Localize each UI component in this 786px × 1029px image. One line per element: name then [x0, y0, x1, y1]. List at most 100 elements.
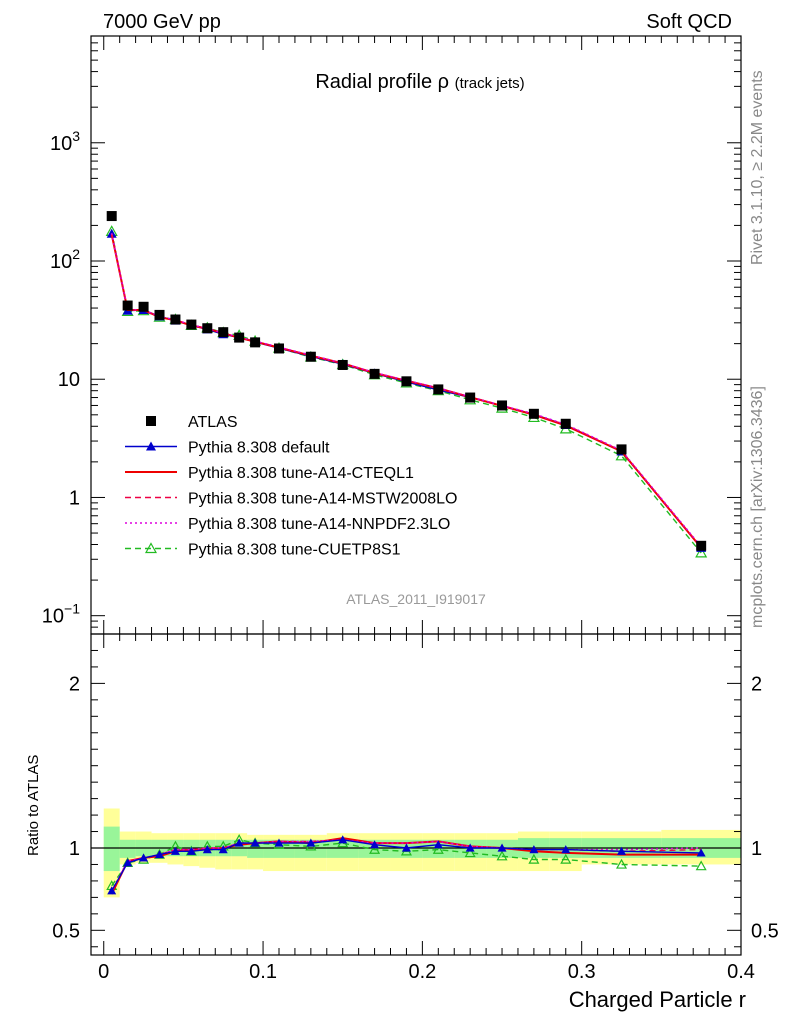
legend-label: Pythia 8.308 default — [188, 440, 330, 457]
data-point — [202, 323, 213, 334]
ratio-point — [464, 847, 476, 858]
ratio-point — [155, 850, 165, 859]
ratio-point — [433, 840, 443, 849]
main-title-text: Radial profile — [315, 71, 432, 93]
y-tick-label: 1 — [69, 487, 80, 509]
legend-label: Pythia 8.308 tune-CUETP8S1 — [188, 542, 401, 559]
legend-marker — [144, 542, 158, 554]
data-point — [186, 319, 197, 330]
rivet-label: Rivet 3.1.10, ≥ 2.2M events — [749, 70, 766, 265]
series-pythia-8-308-tune-a14-nnpdf2-3lo — [111, 233, 702, 547]
series-line — [111, 233, 702, 547]
ratio-point — [123, 858, 133, 867]
legend-item: Pythia 8.308 tune-A14-NNPDF2.3LO — [125, 516, 450, 533]
x-tick-label: 0.4 — [727, 961, 755, 983]
data-point — [170, 314, 181, 325]
band-inner — [422, 839, 455, 858]
ratio-point — [250, 838, 260, 847]
ratio-point — [274, 838, 284, 847]
ratio-y-tick-label: 2 — [69, 673, 80, 695]
ratio-point — [528, 853, 540, 864]
ratio-point — [369, 843, 381, 854]
ratio-point — [306, 838, 316, 847]
header-right: Soft QCD — [646, 11, 732, 33]
data-point — [696, 540, 707, 551]
ratio-frame — [90, 633, 742, 956]
band-inner — [103, 826, 120, 872]
legend-marker — [146, 416, 156, 426]
ratio-point — [529, 845, 539, 854]
ratio-point — [560, 853, 572, 864]
main-title-suffix: (track jets) — [455, 75, 525, 92]
ratio-point — [561, 845, 571, 854]
main-panel: 10−1 1 10 102 103 — [42, 35, 742, 635]
data-point — [337, 359, 348, 370]
legend-item: Pythia 8.308 tune-CUETP8S1 — [125, 542, 401, 559]
ratio-point — [496, 850, 508, 861]
ratio-point — [695, 860, 707, 871]
ratio-point — [370, 840, 380, 849]
data-point — [250, 337, 261, 348]
ratio-y-tick-label-right: 2 — [751, 673, 762, 695]
ratio-y-tick-label: 0.5 — [52, 920, 80, 942]
band-inner — [119, 839, 136, 858]
ratio-series-pythia-8-308-default — [107, 835, 706, 895]
data-point — [560, 418, 571, 429]
y-tick-label: 10 — [58, 369, 80, 391]
x-tick-label: 0.3 — [568, 961, 596, 983]
data-point — [369, 368, 380, 379]
data-point — [695, 546, 708, 558]
mcplots-label: mcplots.cern.ch [arXiv:1306.3436] — [749, 386, 766, 628]
data-point — [234, 332, 245, 343]
y-tick-label: 10−1 — [42, 601, 80, 628]
ratio-series-line — [111, 839, 702, 887]
legend-item: Pythia 8.308 default — [125, 440, 330, 457]
ratio-y-tick-label-right: 1 — [751, 838, 762, 860]
ratio-point — [617, 846, 627, 855]
x-tick-label: 0.2 — [408, 961, 436, 983]
ratio-series-pythia-8-308-tune-a14-mstw2008lo — [111, 839, 702, 893]
data-point — [122, 300, 133, 311]
legend-label: Pythia 8.308 tune-A14-CTEQL1 — [188, 465, 414, 482]
ratio-point — [234, 838, 244, 847]
ratio-point — [202, 845, 212, 854]
legend-item: Pythia 8.308 tune-A14-CTEQL1 — [125, 465, 414, 482]
ratio-point — [170, 846, 180, 855]
ratio-y-tick-label: 1 — [69, 838, 80, 860]
ratio-point — [107, 886, 117, 895]
x-tick-label: 0 — [98, 961, 109, 983]
data-point — [433, 384, 444, 395]
band-inner — [294, 839, 327, 858]
ratio-point — [218, 845, 228, 854]
data-point — [154, 309, 165, 320]
ratio-series-pythia-8-308-tune-a14-cteql1 — [110, 837, 702, 895]
y-tick-label: 102 — [50, 246, 80, 273]
main-title-symbol: ρ — [438, 71, 449, 93]
main-title: Radial profile ρ (track jets) — [315, 71, 524, 93]
legend-marker — [146, 441, 156, 451]
x-tick-label: 0.1 — [249, 961, 277, 983]
y-tick-label: 103 — [50, 128, 80, 155]
ratio-point — [432, 843, 444, 854]
ratio-panel: 0.5 0.5 1 1 2 2 0 0.1 0.2 0.3 0.4 — [52, 633, 779, 983]
ratio-point — [615, 858, 628, 869]
band-inner — [358, 839, 391, 858]
ratio-series-line — [111, 839, 702, 893]
data-point — [273, 343, 284, 354]
legend-label: ATLAS — [188, 414, 238, 431]
analysis-id: ATLAS_2011_I919017 — [346, 591, 486, 607]
legend: ATLAS Pythia 8.308 default Pythia 8.308 tu… — [125, 414, 457, 559]
ratio-point — [696, 848, 706, 857]
data-point — [616, 444, 627, 455]
ratio-series-line — [110, 837, 702, 895]
data-point — [218, 327, 229, 338]
x-axis-title: Charged Particle r — [569, 987, 746, 1012]
ratio-y-tick-label-right: 0.5 — [751, 920, 779, 942]
data-point — [465, 392, 476, 403]
ratio-point — [139, 853, 149, 862]
legend-label: Pythia 8.308 tune-A14-MSTW2008LO — [188, 491, 457, 508]
ratio-point — [401, 843, 411, 852]
data-point — [497, 400, 508, 411]
ratio-point — [465, 843, 475, 852]
